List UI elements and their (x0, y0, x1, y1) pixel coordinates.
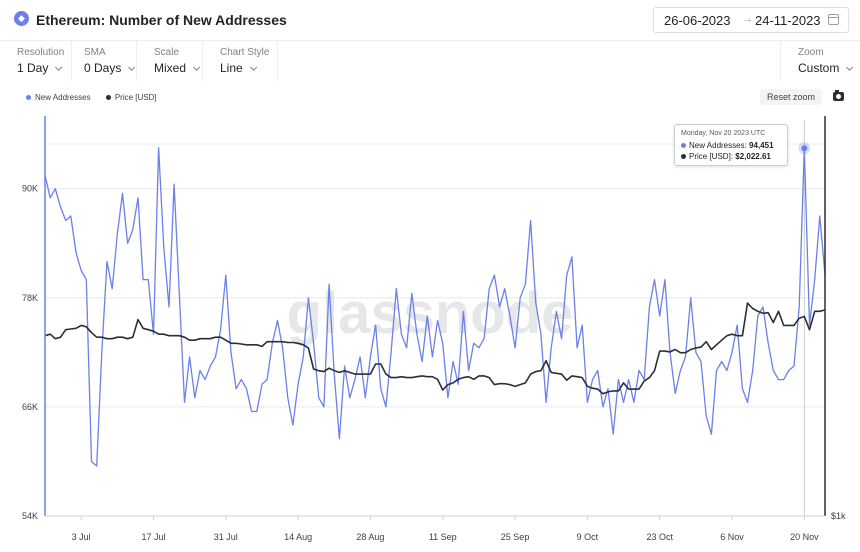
chevron-down-icon (846, 63, 854, 71)
series-line-price (44, 302, 826, 395)
tooltip-value: $2,022.61 (735, 152, 771, 161)
chart-tooltip: Monday, Nov 20 2023 UTC New Addresses: 9… (674, 124, 788, 166)
scale-value: Mixed (154, 61, 187, 75)
chevron-down-icon (128, 63, 136, 71)
series-dot-icon (681, 143, 686, 148)
chart-series (44, 142, 826, 467)
resolution-label: Resolution (17, 47, 65, 58)
chevron-down-icon (55, 63, 63, 71)
x-tick-label: 11 Sep (429, 532, 457, 542)
x-tick-label: 9 Oct (577, 532, 599, 542)
series-dot-icon (681, 154, 686, 159)
chart-legend: New Addresses Price [USD] (26, 93, 170, 102)
chart-style-select[interactable]: Chart Style Line (203, 41, 278, 81)
x-tick-label: 14 Aug (284, 532, 312, 542)
tooltip-row-price: Price [USD]: $2,022.61 (681, 152, 771, 161)
zoom-select[interactable]: Zoom Custom (780, 41, 854, 81)
x-tick-label: 31 Jul (214, 532, 238, 542)
zoom-value: Custom (798, 61, 840, 75)
legend-item-new-addresses[interactable]: New Addresses (26, 93, 91, 102)
y-tick-label: 78K (22, 293, 38, 303)
y-tick-label: 54K (22, 511, 38, 521)
chart-style-label: Chart Style (220, 47, 270, 58)
chart-style-value: Line (220, 61, 243, 75)
scale-label: Scale (154, 47, 180, 58)
highlight-point (801, 145, 808, 152)
y-tick-label: 66K (22, 402, 38, 412)
chart-axes: 54K 66K 78K 90K $1k 3 Jul 17 Jul 31 Jul 14 Aug 28… (22, 116, 846, 542)
date-range-picker[interactable]: 26-06-2023 → 24-11-2023 (653, 7, 849, 33)
x-tick-label: 28 Aug (356, 532, 384, 542)
sma-select[interactable]: SMA 0 Days (67, 41, 137, 81)
tooltip-row-new-addresses: New Addresses: 94,451 (681, 141, 774, 150)
sma-label: SMA (84, 47, 106, 58)
scale-select[interactable]: Scale Mixed (137, 41, 203, 81)
tooltip-label: Price [USD]: (689, 152, 734, 161)
legend-item-price[interactable]: Price [USD] (105, 93, 157, 102)
x-tick-label: 17 Jul (141, 532, 165, 542)
right-axis-label: $1k (831, 511, 846, 521)
y-tick-label: 90K (22, 184, 38, 194)
x-tick-label: 25 Sep (501, 532, 530, 542)
x-tick-label: 20 Nov (790, 532, 819, 542)
ethereum-icon: ◆ (14, 11, 29, 26)
legend-dot-icon (26, 95, 31, 100)
legend-label: New Addresses (35, 93, 91, 102)
chevron-down-icon (249, 63, 257, 71)
tooltip-date: Monday, Nov 20 2023 UTC (681, 130, 766, 137)
camera-icon[interactable] (833, 90, 844, 101)
date-to[interactable]: 24-11-2023 (755, 13, 821, 28)
sma-value: 0 Days (84, 61, 122, 75)
legend-label: Price [USD] (114, 93, 157, 102)
zoom-label: Zoom (798, 47, 824, 58)
reset-zoom-button[interactable]: Reset zoom (760, 89, 822, 105)
x-tick-label: 6 Nov (720, 532, 744, 542)
page-title: Ethereum: Number of New Addresses (36, 12, 287, 28)
header: ◆ Ethereum: Number of New Addresses 26-0… (0, 0, 860, 40)
chevron-down-icon (193, 63, 201, 71)
legend-dot-icon (105, 95, 111, 100)
resolution-value: 1 Day (17, 61, 49, 75)
date-from[interactable]: 26-06-2023 (664, 13, 731, 28)
tooltip-value: 94,451 (749, 141, 774, 150)
x-tick-label: 3 Jul (72, 532, 91, 542)
series-line-new-addresses (44, 147, 826, 467)
x-tick-label: 23 Oct (646, 532, 673, 542)
arrow-right-icon: → (742, 13, 753, 25)
tooltip-label: New Addresses: (689, 141, 747, 150)
calendar-icon[interactable] (828, 14, 839, 25)
chart-toolbar: Resolution 1 Day SMA 0 Days Scale Mixed … (0, 40, 860, 81)
resolution-select[interactable]: Resolution 1 Day (0, 41, 72, 81)
